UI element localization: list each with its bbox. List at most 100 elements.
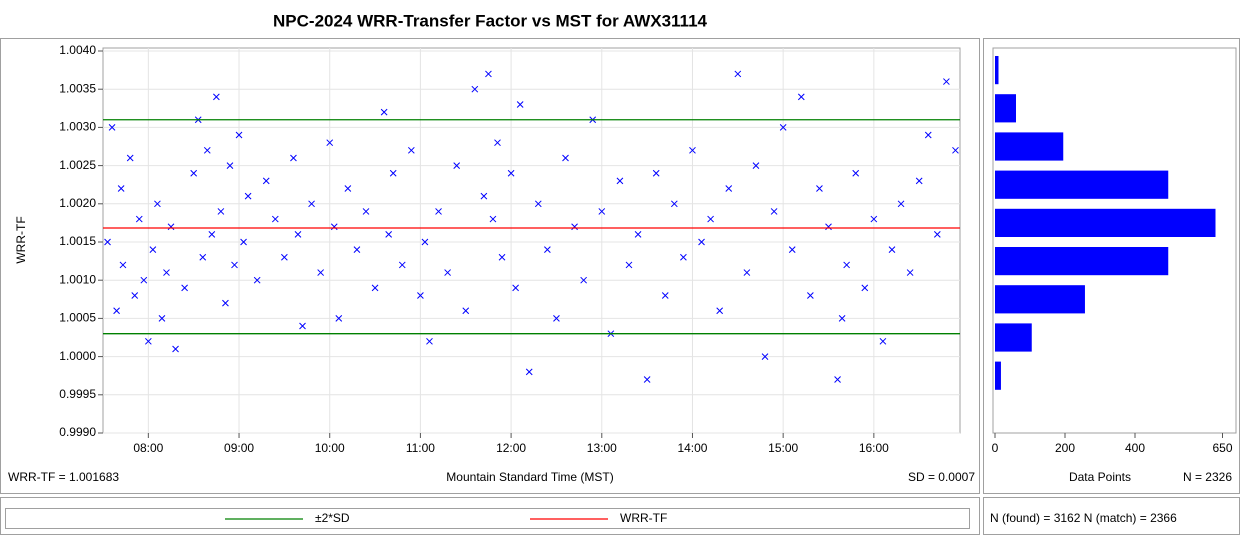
point: [471, 85, 479, 93]
point: [888, 246, 896, 253]
point: [126, 154, 134, 162]
point: [544, 246, 551, 253]
chart-title: NPC-2024 WRR-Transfer Factor vs MST for …: [273, 11, 708, 30]
point: [485, 70, 492, 78]
point: [140, 276, 148, 284]
y-tick-label: 1.0000: [59, 349, 96, 363]
point: [525, 368, 533, 376]
point: [516, 101, 524, 108]
point: [725, 185, 733, 192]
x-tick-label: 12:00: [496, 441, 526, 455]
x-tick-label: 0: [992, 441, 999, 455]
point: [852, 169, 860, 177]
point: [235, 131, 243, 139]
point: [326, 139, 334, 147]
x-tick-label: 16:00: [859, 441, 889, 455]
plot-area: [102, 47, 961, 434]
point: [580, 276, 587, 284]
point: [680, 253, 687, 261]
point: [952, 146, 959, 154]
point: [494, 139, 501, 147]
point: [131, 292, 139, 299]
point: [870, 215, 878, 223]
point: [807, 292, 814, 299]
point: [734, 70, 742, 78]
point: [707, 215, 714, 223]
x-tick-label: 13:00: [587, 441, 617, 455]
point: [553, 315, 560, 322]
x-tick-label: 14:00: [677, 441, 707, 455]
point: [213, 93, 220, 101]
point: [190, 169, 198, 177]
hist-bar: [995, 170, 1169, 199]
point: [144, 337, 152, 345]
point: [861, 284, 869, 292]
point: [158, 315, 166, 322]
point: [421, 238, 429, 246]
hist-bar: [995, 94, 1016, 123]
point: [149, 246, 157, 253]
y-tick-label: 1.0035: [59, 81, 96, 95]
point: [838, 315, 846, 322]
point: [362, 208, 370, 215]
point: [203, 146, 211, 154]
hist-bar: [995, 132, 1064, 161]
point: [444, 269, 451, 276]
point: [113, 307, 120, 315]
point: [906, 269, 914, 276]
point: [643, 376, 651, 383]
point: [231, 261, 238, 269]
hist-note: N = 2326: [1183, 470, 1232, 484]
point: [135, 215, 143, 223]
point: [308, 200, 315, 208]
point: [652, 169, 660, 177]
point: [924, 131, 932, 139]
x-axis-label: Mountain Standard Time (MST): [446, 470, 613, 484]
y-tick-label: 1.0030: [59, 120, 96, 134]
point: [788, 246, 796, 253]
point: [816, 185, 823, 192]
x-tick-label: 200: [1055, 441, 1075, 455]
point: [330, 223, 338, 231]
point: [453, 162, 461, 169]
point: [625, 261, 633, 269]
y-tick-label: 1.0025: [59, 158, 96, 172]
point: [344, 185, 352, 192]
footer-text: N (found) = 3162 N (match) = 2366: [990, 511, 1177, 525]
point: [512, 284, 519, 292]
point: [281, 253, 288, 261]
point: [825, 223, 832, 231]
point: [752, 162, 760, 169]
point: [698, 238, 705, 246]
x-tick-label: 15:00: [768, 441, 798, 455]
point: [716, 307, 724, 315]
x-tick-label: 11:00: [406, 441, 435, 455]
point: [299, 322, 306, 330]
hist-bar: [995, 361, 1001, 390]
point: [562, 154, 569, 162]
point: [435, 208, 442, 215]
point: [294, 231, 302, 238]
y-tick-label: 1.0015: [59, 234, 96, 248]
point: [761, 353, 769, 360]
point: [353, 246, 361, 253]
point: [943, 78, 950, 85]
stats-left: WRR-TF = 1.001683: [8, 470, 119, 484]
point: [117, 185, 125, 192]
hist-bar: [995, 208, 1216, 237]
y-tick-label: 1.0010: [59, 272, 96, 286]
point: [779, 124, 787, 131]
point: [689, 146, 696, 154]
point: [834, 376, 841, 383]
point: [181, 284, 188, 292]
point: [104, 238, 111, 246]
point: [661, 292, 669, 299]
point: [398, 261, 406, 269]
y-tick-label: 1.0005: [59, 311, 96, 325]
point: [290, 154, 297, 162]
point: [380, 108, 388, 116]
hist-bar: [995, 323, 1032, 352]
x-tick-label: 10:00: [315, 441, 345, 455]
hist-area: [992, 47, 1237, 434]
